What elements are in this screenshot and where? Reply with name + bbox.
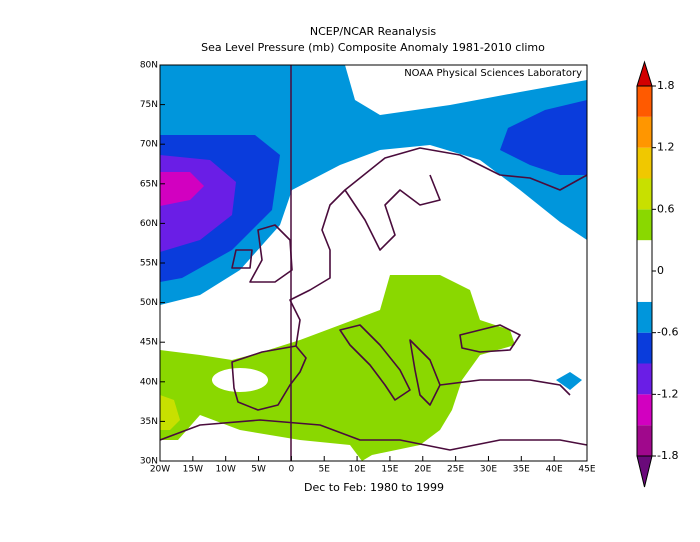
y-tick-label: 50N [140, 298, 158, 308]
y-tick-label: 80N [140, 61, 158, 71]
y-tick-label: 70N [140, 140, 158, 150]
x-tick-label: 20E [414, 465, 431, 475]
y-tick-label: 40N [140, 377, 158, 387]
x-tick-label: 40E [546, 465, 563, 475]
colorbar-tick-label: -1.2 [657, 387, 678, 400]
colorbar-bin [637, 363, 652, 395]
colorbar-bin [637, 332, 652, 364]
colorbar-bin [637, 209, 652, 241]
x-tick-label: 5E [319, 465, 331, 475]
colorbar-bin [637, 271, 652, 302]
colorbar-tick-label: -1.8 [657, 449, 678, 462]
colorbar-bin [637, 394, 652, 426]
coastline [344, 174, 441, 251]
x-tick-label: 10E [349, 465, 366, 475]
coastline [249, 224, 293, 283]
colorbar-bin [637, 116, 652, 148]
colorbar-tick-label: 0 [657, 264, 664, 277]
x-tick-label: 5W [251, 465, 266, 475]
title: NCEP/NCAR Reanalysis [310, 25, 436, 38]
x-tick-label: 20W [150, 465, 170, 475]
colorbar-tick-label: 1.2 [657, 141, 675, 154]
contour-fill [160, 172, 204, 206]
coastline [231, 345, 307, 411]
contour-fill [212, 368, 268, 392]
x-tick-label: 0 [289, 465, 295, 475]
colorbar-bin [637, 425, 652, 456]
y-tick-label: 30N [140, 457, 158, 467]
contour-fill [500, 100, 587, 175]
y-tick-label: 75N [140, 100, 158, 110]
y-tick-label: 45N [140, 338, 158, 348]
colorbar-tick-label: 1.8 [657, 79, 675, 92]
colorbar-bin [637, 301, 652, 333]
x-tick-label: 30E [480, 465, 497, 475]
coastline [231, 249, 253, 269]
y-tick-label: 55N [140, 259, 158, 269]
annotation: NOAA Physical Sciences Laboratory [404, 68, 582, 79]
x-tick-label: 15E [381, 465, 398, 475]
map-area: NOAA Physical Sciences Laboratory [159, 64, 588, 462]
colorbar-bin [637, 240, 652, 271]
coastline [459, 324, 521, 353]
colorbar-extend-high [636, 60, 653, 87]
coastline [409, 339, 441, 406]
colorbar-bin [637, 147, 652, 179]
contour-fill [160, 275, 515, 461]
subtitle: Sea Level Pressure (mb) Composite Anomal… [201, 41, 545, 54]
colorbar-bin [637, 178, 652, 210]
colorbar-tick-label: 0.6 [657, 202, 675, 215]
contour-fill [556, 372, 582, 390]
coastline [339, 324, 411, 401]
colorbar-extend-low [636, 455, 653, 488]
x-tick-label: 45E [578, 465, 595, 475]
x-tick-label: 10W [216, 465, 236, 475]
colorbar-tick-label: -0.6 [657, 326, 678, 339]
x-tick-label: 15W [183, 465, 203, 475]
y-tick-label: 35N [140, 417, 158, 427]
colorbar-bin [637, 86, 652, 117]
coastline [159, 379, 588, 451]
x-axis-label: Dec to Feb: 1980 to 1999 [304, 481, 444, 494]
x-tick-label: 35E [513, 465, 530, 475]
x-tick-label: 25E [447, 465, 464, 475]
y-tick-label: 65N [140, 179, 158, 189]
y-tick-label: 60N [140, 219, 158, 229]
contour-fill [160, 65, 587, 305]
